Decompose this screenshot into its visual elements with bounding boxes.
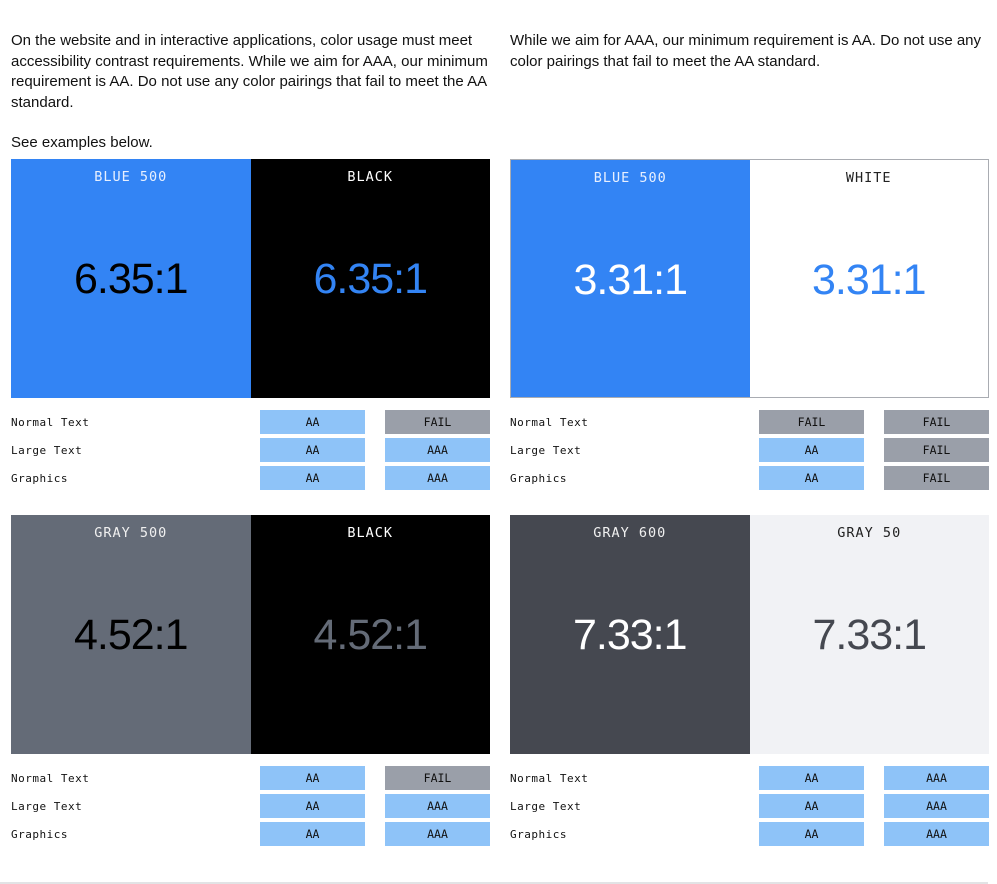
row-label: Large Text xyxy=(11,443,83,457)
result-badge: AA xyxy=(759,438,864,462)
contrast-ratio: 7.33:1 xyxy=(572,611,688,659)
row-label: Normal Text xyxy=(11,415,90,429)
row-label: Graphics xyxy=(510,827,567,841)
result-row: Normal Text AA FAIL xyxy=(11,766,490,790)
result-badge: AA xyxy=(260,822,365,846)
color-swatch: BLUE 500 6.35:1 xyxy=(11,159,251,398)
contrast-ratio: 3.31:1 xyxy=(573,256,688,304)
result-badge: AAA xyxy=(884,822,989,846)
color-pair: BLUE 500 6.35:1 BLACK 6.35:1 xyxy=(11,159,490,398)
result-row: Graphics AA FAIL xyxy=(510,466,989,490)
results-table: Normal Text FAIL FAIL Large Text AA FAIL Gra… xyxy=(510,410,989,490)
color-swatch: GRAY 600 7.33:1 xyxy=(510,515,750,754)
result-row: Normal Text AA AAA xyxy=(510,766,989,790)
intro-paragraph: While we aim for AAA, our minimum requir… xyxy=(510,32,982,70)
color-pair: BLUE 500 3.31:1 WHITE 3.31:1 xyxy=(510,159,989,398)
row-label: Large Text xyxy=(11,799,83,813)
result-badge: AAA xyxy=(385,438,490,462)
result-badge: FAIL xyxy=(385,766,490,790)
result-badge: AA xyxy=(260,794,365,818)
result-badge: FAIL xyxy=(884,438,989,462)
intro-text-left: On the website and in interactive applic… xyxy=(11,31,491,154)
intro-text-right: While we aim for AAA, our minimum requir… xyxy=(510,31,990,72)
swatch-name: BLACK xyxy=(347,169,394,185)
result-badge: AAA xyxy=(884,766,989,790)
result-badge: AA xyxy=(759,794,864,818)
color-swatch: WHITE 3.31:1 xyxy=(749,160,988,397)
contrast-ratio: 4.52:1 xyxy=(73,611,189,659)
divider xyxy=(0,882,988,884)
contrast-ratio: 4.52:1 xyxy=(313,611,428,659)
result-badge: AAA xyxy=(385,466,490,490)
swatch-name: BLUE 500 xyxy=(593,170,667,186)
intro-paragraph: See examples below. xyxy=(11,134,153,151)
result-badge: AA xyxy=(759,466,864,490)
result-badge: FAIL xyxy=(759,410,864,434)
color-swatch: GRAY 500 4.52:1 xyxy=(11,515,251,754)
row-label: Normal Text xyxy=(11,771,90,785)
result-row: Normal Text AA FAIL xyxy=(11,410,490,434)
result-row: Large Text AA AAA xyxy=(11,438,490,462)
result-badge: AAA xyxy=(385,822,490,846)
result-row: Graphics AA AAA xyxy=(11,822,490,846)
contrast-ratio: 3.31:1 xyxy=(811,256,927,304)
result-badge: AA xyxy=(759,822,864,846)
result-row: Large Text AA AAA xyxy=(510,794,989,818)
contrast-example: GRAY 600 7.33:1 GRAY 50 7.33:1 Normal Te… xyxy=(510,515,989,850)
swatch-name: BLUE 500 xyxy=(94,169,168,185)
result-badge: AAA xyxy=(884,794,989,818)
result-row: Large Text AA FAIL xyxy=(510,438,989,462)
result-badge: FAIL xyxy=(385,410,490,434)
results-table: Normal Text AA FAIL Large Text AA AAA Graphi… xyxy=(11,766,490,846)
result-row: Graphics AA AAA xyxy=(11,466,490,490)
result-badge: AA xyxy=(759,766,864,790)
swatch-name: GRAY 600 xyxy=(593,525,667,541)
color-pair: GRAY 500 4.52:1 BLACK 4.52:1 xyxy=(11,515,490,754)
contrast-ratio: 7.33:1 xyxy=(812,611,927,659)
color-swatch: BLACK 4.52:1 xyxy=(250,515,490,754)
row-label: Graphics xyxy=(11,827,68,841)
color-swatch: GRAY 50 7.33:1 xyxy=(749,515,989,754)
row-label: Large Text xyxy=(510,799,582,813)
result-badge: AA xyxy=(260,410,365,434)
contrast-example: BLUE 500 3.31:1 WHITE 3.31:1 Normal Text… xyxy=(510,159,989,494)
intro-paragraph: On the website and in interactive applic… xyxy=(11,32,488,111)
swatch-name: GRAY 500 xyxy=(94,525,168,541)
row-label: Normal Text xyxy=(510,415,589,429)
contrast-example: BLUE 500 6.35:1 BLACK 6.35:1 Normal Text… xyxy=(11,159,490,494)
color-pair: GRAY 600 7.33:1 GRAY 50 7.33:1 xyxy=(510,515,989,754)
color-swatch: BLACK 6.35:1 xyxy=(250,159,490,398)
swatch-name: BLACK xyxy=(347,525,394,541)
result-badge: AAA xyxy=(385,794,490,818)
row-label: Graphics xyxy=(510,471,567,485)
result-badge: FAIL xyxy=(884,410,989,434)
contrast-ratio: 6.35:1 xyxy=(313,255,428,303)
result-badge: FAIL xyxy=(884,466,989,490)
contrast-ratio: 6.35:1 xyxy=(73,255,189,303)
result-row: Graphics AA AAA xyxy=(510,822,989,846)
row-label: Large Text xyxy=(510,443,582,457)
result-badge: AA xyxy=(260,766,365,790)
result-row: Large Text AA AAA xyxy=(11,794,490,818)
result-row: Normal Text FAIL FAIL xyxy=(510,410,989,434)
results-table: Normal Text AA FAIL Large Text AA AAA Graphi… xyxy=(11,410,490,490)
result-badge: AA xyxy=(260,438,365,462)
swatch-name: WHITE xyxy=(845,170,892,186)
swatch-name: GRAY 50 xyxy=(837,525,902,541)
contrast-example: GRAY 500 4.52:1 BLACK 4.52:1 Normal Text… xyxy=(11,515,490,850)
row-label: Normal Text xyxy=(510,771,589,785)
color-swatch: BLUE 500 3.31:1 xyxy=(511,160,750,397)
row-label: Graphics xyxy=(11,471,68,485)
result-badge: AA xyxy=(260,466,365,490)
results-table: Normal Text AA AAA Large Text AA AAA Graphic… xyxy=(510,766,989,846)
